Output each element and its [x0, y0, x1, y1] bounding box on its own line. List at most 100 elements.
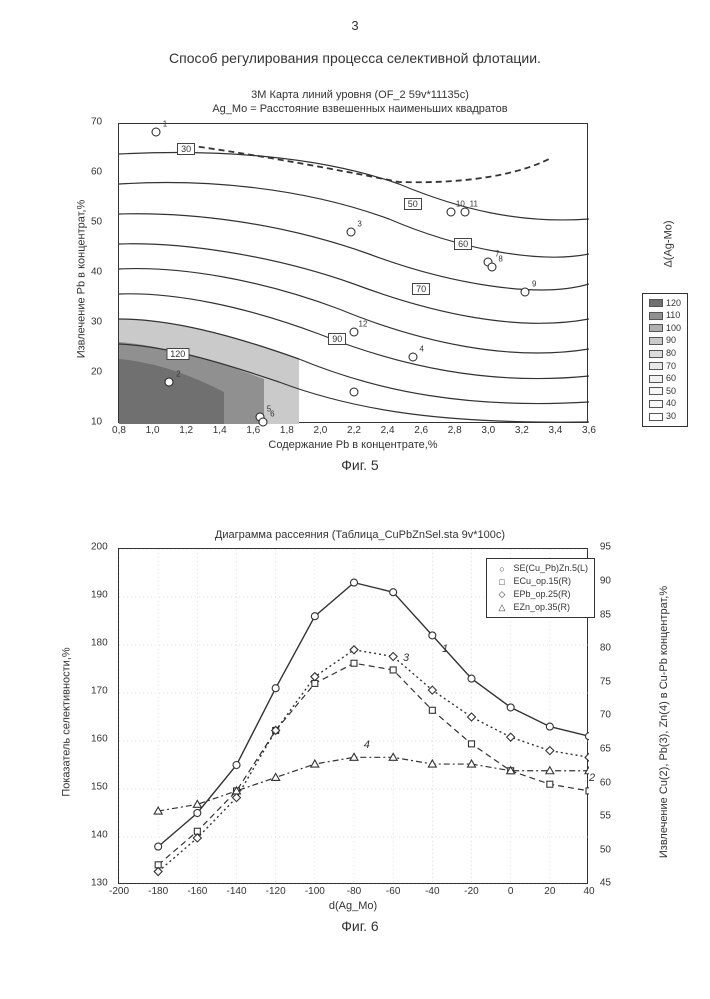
fig6-xtick: -40 — [425, 886, 439, 897]
figure-6: Диаграмма рассеяния (Таблица_CuPbZnSel.s… — [80, 528, 640, 934]
fig6-ytick: 190 — [91, 590, 108, 601]
fig5-point-label: 8 — [498, 254, 502, 263]
fig6-ytick: 130 — [91, 878, 108, 889]
fig5-xtick: 0,8 — [112, 425, 126, 436]
fig6-y2tick: 70 — [600, 710, 611, 721]
fig5-point-label: 9 — [532, 279, 536, 288]
fig6-xtick: -180 — [148, 886, 168, 897]
fig5-xtick: 3,0 — [481, 425, 495, 436]
page-title: Способ регулирования процесса селективно… — [169, 50, 541, 66]
fig5-xtick: 1,2 — [179, 425, 193, 436]
fig5-ytick: 10 — [91, 416, 102, 427]
fig6-legend-item: ◇ EPb_op.25(R) — [493, 588, 588, 601]
fig5-ytick: 30 — [91, 316, 102, 327]
fig5-point-label: 4 — [420, 344, 424, 353]
fig6-xtick: -120 — [266, 886, 286, 897]
fig5-point-label: 3 — [357, 219, 361, 228]
fig5-point-label: 1 — [163, 119, 167, 128]
fig6-y2tick: 85 — [600, 609, 611, 620]
fig5-point — [460, 207, 469, 216]
fig6-series-label: 2 — [589, 772, 595, 784]
fig6-series-label: 1 — [442, 643, 448, 655]
fig5-point — [521, 287, 530, 296]
fig6-ytick: 160 — [91, 734, 108, 745]
fig5-legend-item: 80 — [649, 347, 681, 360]
fig5-contour-label: 60 — [454, 238, 472, 250]
fig5-ytick: 60 — [91, 166, 102, 177]
fig5-legend-item: 40 — [649, 397, 681, 410]
fig5-caption: Фиг. 5 — [80, 457, 640, 473]
fig6-y2tick: 50 — [600, 844, 611, 855]
fig6-xtick: -20 — [464, 886, 478, 897]
fig5-xtick: 1,4 — [213, 425, 227, 436]
fig6-y2tick: 75 — [600, 676, 611, 687]
fig5-legend-item: 120 — [649, 297, 681, 310]
fig6-legend-item: △ EZn_op.35(R) — [493, 601, 588, 614]
fig6-xtick: -140 — [226, 886, 246, 897]
fig6-xtick: -80 — [347, 886, 361, 897]
fig5-contours — [119, 124, 589, 424]
fig6-y2tick: 60 — [600, 777, 611, 788]
fig6-y2tick: 90 — [600, 575, 611, 586]
fig5-ytick: 50 — [91, 216, 102, 227]
fig5-ytick: 40 — [91, 266, 102, 277]
fig6-caption: Фиг. 6 — [80, 918, 640, 934]
fig6-xlabel: d(Ag_Mo) — [118, 900, 588, 912]
fig6-y2tick: 80 — [600, 643, 611, 654]
fig5-point — [447, 207, 456, 216]
fig6-y2tick: 65 — [600, 743, 611, 754]
fig5-legend-item: 70 — [649, 360, 681, 373]
fig5-point — [346, 227, 355, 236]
fig6-ytick: 150 — [91, 782, 108, 793]
fig5-xtick: 2,4 — [381, 425, 395, 436]
fig5-point-label: 11 — [470, 199, 478, 208]
fig5-xtick: 2,8 — [448, 425, 462, 436]
fig6-y2tick: 45 — [600, 878, 611, 889]
fig6-xtick: -60 — [386, 886, 400, 897]
fig5-title1: 3М Карта линий уровня (OF_2 59v*11135c) — [80, 88, 640, 102]
fig5-point — [487, 262, 496, 271]
fig5-xtick: 1,8 — [280, 425, 294, 436]
fig6-legend-item: ○ SE(Cu_Pb)Zn.5(L) — [493, 562, 588, 575]
fig5-xtick: 1,0 — [146, 425, 160, 436]
fig6-ytick: 170 — [91, 686, 108, 697]
page-number: 3 — [351, 18, 358, 33]
fig5-ytick: 70 — [91, 116, 102, 127]
fig6-xtick: -160 — [187, 886, 207, 897]
fig6-y2tick: 95 — [600, 542, 611, 553]
fig5-title2: Ag_Mo = Расстояние взвешенных наименьших… — [80, 102, 640, 116]
fig5-xlabel: Содержание Pb в концентрате,% — [118, 439, 588, 451]
fig5-point — [259, 417, 268, 426]
fig5-legend-item: 60 — [649, 372, 681, 385]
fig5-legend-item: 30 — [649, 410, 681, 423]
fig5-xtick: 3,6 — [582, 425, 596, 436]
figure-5: 3М Карта линий уровня (OF_2 59v*11135c) … — [80, 88, 640, 473]
fig5-point — [350, 387, 359, 396]
fig5-contour-label: 70 — [412, 283, 430, 295]
fig5-legend-item: 100 — [649, 322, 681, 335]
fig5-ytick: 20 — [91, 366, 102, 377]
fig5-legend: 12011010090807060504030 — [642, 293, 688, 427]
fig5-point-label: 2 — [176, 369, 180, 378]
fig5-xtick: 2,2 — [347, 425, 361, 436]
fig6-ylabel: Показатель селективности,% — [61, 648, 73, 797]
fig6-legend: ○ SE(Cu_Pb)Zn.5(L)□ ECu_op.15(R)◇ EPb_op… — [486, 558, 595, 618]
fig5-point — [350, 327, 359, 336]
fig6-ytick: 180 — [91, 638, 108, 649]
fig5-contour-label: 120 — [166, 348, 189, 360]
fig6-series-label: 3 — [403, 652, 409, 664]
fig5-point-label: 6 — [270, 409, 274, 418]
fig5-point — [408, 352, 417, 361]
fig6-xtick: 40 — [583, 886, 594, 897]
fig6-y2label: Извлечение Cu(2), Pb(3), Zn(4) в Cu-Pb к… — [658, 586, 670, 858]
fig5-contour-label: 50 — [404, 198, 422, 210]
fig5-legend-item: 50 — [649, 385, 681, 398]
fig5-xtick: 1,6 — [246, 425, 260, 436]
fig6-legend-item: □ ECu_op.15(R) — [493, 575, 588, 588]
fig5-point — [165, 377, 174, 386]
fig5-contour-label: 90 — [328, 333, 346, 345]
fig6-y2tick: 55 — [600, 811, 611, 822]
fig5-point — [151, 127, 160, 136]
fig6-xtick: 0 — [508, 886, 514, 897]
fig6-xtick: -200 — [109, 886, 129, 897]
